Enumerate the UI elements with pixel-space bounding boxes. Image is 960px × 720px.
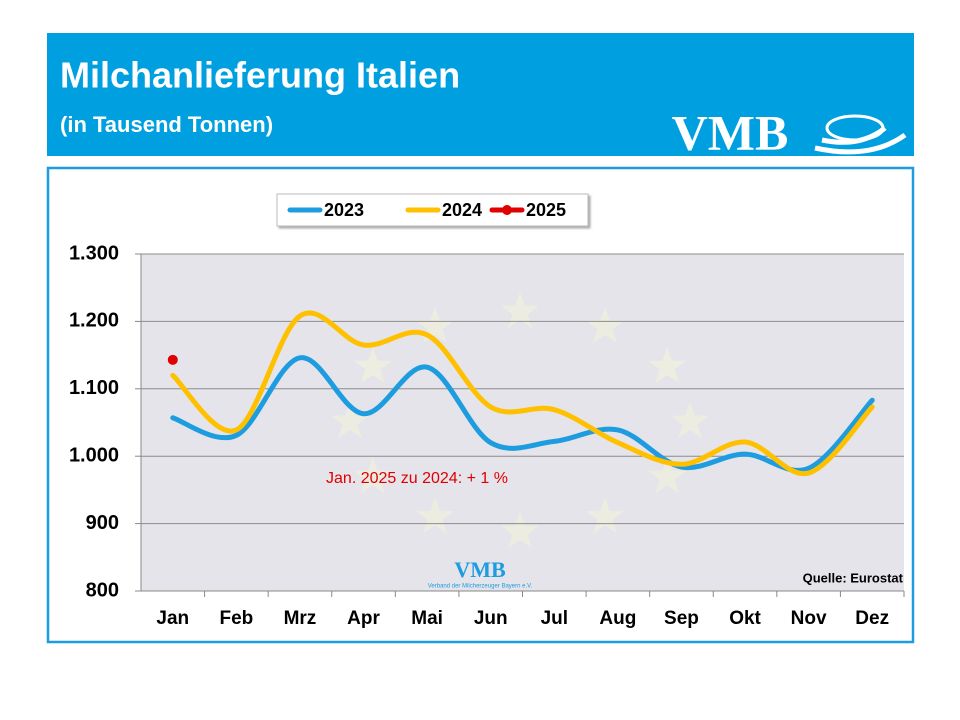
annotation: Jan. 2025 zu 2024: + 1 % — [326, 470, 508, 487]
watermark-caption: Verband der Milcherzeuger Bayern e.V. — [428, 584, 533, 590]
x-tick-label: Jan — [156, 608, 189, 629]
legend-label: 2025 — [526, 200, 566, 220]
legend-dot — [502, 205, 512, 215]
star — [501, 292, 539, 329]
logo: VMB — [672, 104, 789, 160]
y-tick-label: 800 — [86, 579, 119, 601]
x-tick-label: Apr — [347, 608, 380, 629]
series-point — [167, 354, 178, 365]
eu-stars — [331, 292, 709, 549]
x-tick-label: Okt — [729, 608, 761, 629]
source: Quelle: Eurostat — [803, 570, 904, 585]
x-tick-label: Aug — [599, 608, 636, 629]
y-tick-label: 1.000 — [69, 444, 119, 466]
star — [501, 512, 539, 549]
star — [416, 497, 454, 534]
x-tick-label: Sep — [664, 608, 699, 629]
star — [331, 402, 369, 439]
series-line — [170, 310, 875, 477]
x-tick-label: Jun — [474, 608, 508, 629]
series-line — [170, 355, 875, 473]
watermark-logo: VMB — [454, 557, 506, 582]
legend-label: 2023 — [324, 200, 364, 220]
x-tick-label: Feb — [219, 608, 253, 629]
title: Milchanlieferung Italien — [60, 55, 460, 96]
logo-swoosh — [814, 114, 907, 155]
y-tick-label: 1.100 — [69, 377, 119, 399]
star — [353, 457, 392, 494]
star — [671, 402, 709, 439]
y-tick-label: 1.300 — [69, 242, 119, 264]
subtitle: (in Tausend Tonnen) — [60, 112, 273, 137]
x-tick-label: Dez — [855, 608, 889, 629]
star — [586, 306, 624, 343]
legend-label: 2024 — [442, 200, 482, 220]
star — [353, 347, 392, 384]
star — [648, 347, 687, 384]
x-tick-label: Mai — [411, 608, 443, 629]
star — [586, 497, 624, 534]
y-tick-label: 900 — [86, 512, 119, 534]
star — [416, 306, 454, 343]
x-tick-label: Mrz — [284, 608, 317, 629]
x-tick-label: Nov — [791, 608, 827, 629]
star — [648, 457, 687, 494]
header-band — [47, 33, 914, 156]
x-tick-label: Jul — [541, 608, 568, 629]
y-tick-label: 1.200 — [69, 310, 119, 332]
